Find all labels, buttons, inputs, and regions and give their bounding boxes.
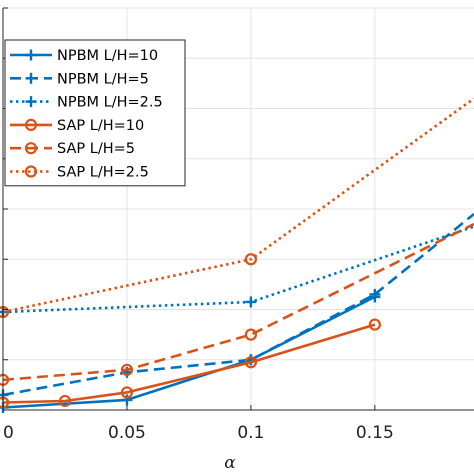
data-point: [244, 253, 257, 266]
series-line: [2, 97, 474, 314]
data-point: [120, 386, 134, 399]
axes: 0 0.05 0.1 0.15: [2, 7, 474, 443]
legend: NPBM L/H=10 NPBM L/H=5 NPBM L/H=2.5 SAP L/H…: [4, 39, 186, 187]
x-tick-label: 0.15: [356, 423, 394, 443]
legend-label: SAP L/H=5: [57, 141, 135, 157]
legend-marker: [24, 142, 38, 155]
legend-label: SAP L/H=10: [57, 118, 144, 134]
data-point: [369, 288, 381, 300]
data-point: [245, 296, 257, 308]
legend-entry: SAP L/H=10: [10, 118, 144, 134]
x-tick-label: 0.05: [108, 423, 146, 443]
x-axis-label: α: [224, 453, 236, 473]
data-point: [58, 394, 72, 408]
legend-entry: SAP L/H=2.5: [10, 165, 149, 181]
legend-marker: [24, 165, 38, 178]
x-tick-label: 0.1: [237, 423, 264, 443]
data-point: [368, 318, 381, 331]
series-line: [2, 212, 474, 397]
legend-label: NPBM L/H=2.5: [57, 95, 163, 111]
legend-entry: NPBM L/H=2.5: [10, 95, 163, 111]
legend-marker: [25, 49, 37, 61]
legend-box: [4, 39, 186, 187]
legend-marker: [25, 72, 37, 84]
series-line: [2, 323, 376, 404]
series-2: [0, 212, 474, 401]
legend-entry: NPBM L/H=10: [10, 48, 158, 64]
legend-label: SAP L/H=2.5: [57, 165, 149, 181]
data-point: [121, 394, 133, 406]
legend-entry: SAP L/H=5: [10, 141, 135, 157]
series-line: [2, 225, 474, 314]
series-4: [0, 318, 381, 409]
data-point: [244, 356, 257, 369]
x-tick-label: 0: [3, 423, 14, 443]
data-point: [244, 328, 257, 341]
legend-marker: [24, 118, 38, 132]
series-5: [0, 222, 474, 386]
data-point: [120, 363, 134, 376]
series-line: [2, 222, 474, 382]
legend-label: NPBM L/H=5: [57, 71, 149, 87]
legend-marker: [25, 96, 37, 108]
legend-label: NPBM L/H=10: [57, 48, 158, 64]
series-line: [2, 295, 376, 409]
legend-entry: NPBM L/H=5: [10, 71, 149, 87]
